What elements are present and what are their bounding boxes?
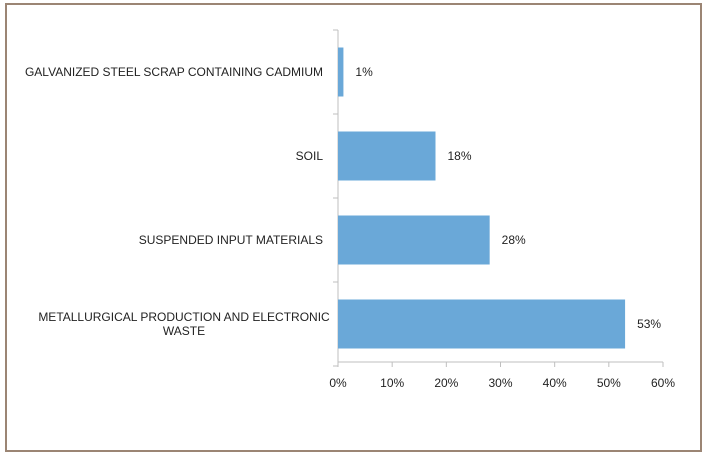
bar — [338, 299, 626, 349]
category-label: SUSPENDED INPUT MATERIALS — [139, 233, 323, 247]
data-label: 53% — [637, 317, 661, 331]
category-label-line: SUSPENDED INPUT MATERIALS — [139, 233, 323, 247]
x-tick-label: 60% — [651, 376, 675, 390]
category-label: SOIL — [296, 149, 324, 163]
bar — [338, 47, 344, 97]
x-tick-label: 30% — [488, 376, 512, 390]
x-tick-label: 10% — [380, 376, 404, 390]
bar — [338, 131, 436, 181]
category-label: GALVANIZED STEEL SCRAP CONTAINING CADMIU… — [25, 65, 323, 79]
x-tick-label: 20% — [434, 376, 458, 390]
data-label: 28% — [502, 233, 526, 247]
x-tick-label: 40% — [543, 376, 567, 390]
x-tick-label: 50% — [597, 376, 621, 390]
category-label-line: GALVANIZED STEEL SCRAP CONTAINING CADMIU… — [25, 65, 323, 79]
category-label-line: METALLURGICAL PRODUCTION AND ELECTRONIC — [38, 310, 330, 324]
data-label: 1% — [355, 65, 373, 79]
category-label-line: WASTE — [163, 324, 205, 338]
bar — [338, 215, 490, 265]
x-tick-label: 0% — [329, 376, 347, 390]
category-label: METALLURGICAL PRODUCTION AND ELECTRONIC W… — [38, 310, 330, 338]
category-label-line: SOIL — [296, 149, 324, 163]
data-label: 18% — [448, 149, 472, 163]
